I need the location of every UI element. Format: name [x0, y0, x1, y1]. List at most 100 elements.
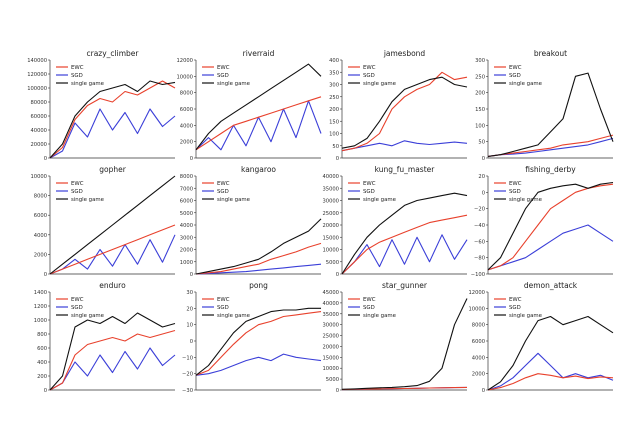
y-tick-label: 10000: [30, 174, 47, 180]
subplot-title: demon_attack: [524, 281, 578, 290]
y-tick-label: −100: [471, 272, 485, 278]
legend-label: single game: [217, 313, 251, 319]
series-line-sgd: [487, 224, 614, 271]
y-tick-label: 1000: [34, 318, 47, 324]
subplot-kung-fu-master: kung_fu_master 0 5000 10000 15000 20000 25000 3…: [322, 165, 468, 278]
y-tick-label: −10: [182, 355, 193, 361]
y-tick-label: −60: [474, 239, 485, 245]
series-line-single-game: [341, 192, 468, 275]
series-line-single-game: [195, 63, 322, 151]
y-tick-label: 5000: [180, 211, 193, 217]
y-tick-label: 0: [482, 190, 485, 196]
y-tick-label: −40: [474, 223, 485, 229]
y-tick-label: 250: [475, 74, 485, 80]
legend-label: EWC: [363, 65, 376, 71]
y-tick-label: 60000: [30, 114, 47, 120]
y-tick-label: 0: [336, 272, 339, 278]
series-line-ewc: [341, 386, 468, 391]
series-line-single-game: [49, 80, 176, 159]
y-tick-label: 45000: [322, 290, 339, 296]
y-tick-label: 20: [186, 306, 193, 312]
y-tick-label: 0: [336, 388, 339, 394]
legend-label: SGD: [71, 189, 83, 195]
legend-label: single game: [363, 197, 397, 203]
y-tick-label: 150: [475, 107, 485, 113]
legend-label: SGD: [509, 189, 521, 195]
series-line-single-game: [341, 76, 468, 149]
subplot-title: enduro: [99, 281, 126, 290]
y-tick-label: 100000: [27, 86, 47, 92]
subplot-title: riverraid: [243, 49, 275, 58]
y-tick-label: 1400: [34, 290, 47, 296]
subplot-title: pong: [249, 281, 268, 290]
y-tick-label: 35000: [322, 312, 339, 318]
subplot-title: fishing_derby: [525, 165, 576, 174]
series-line-sgd: [195, 100, 322, 151]
y-tick-label: 1200: [34, 304, 47, 310]
y-tick-label: 2000: [34, 252, 47, 258]
y-tick-label: 35000: [322, 186, 339, 192]
y-tick-label: 7000: [180, 186, 193, 192]
y-tick-label: 300: [329, 83, 339, 89]
y-tick-label: 0: [336, 156, 339, 162]
y-tick-label: 140000: [27, 58, 47, 64]
y-tick-label: 30: [186, 290, 193, 296]
legend-label: single game: [217, 197, 251, 203]
y-tick-label: 8000: [180, 91, 193, 97]
y-tick-label: 2000: [180, 248, 193, 254]
series-line-ewc: [49, 224, 176, 275]
legend-label: EWC: [217, 181, 230, 187]
y-tick-label: 8000: [34, 194, 47, 200]
y-tick-label: 40000: [322, 174, 339, 180]
subplot-riverraid: riverraid 0 2000 4000 6000 8000 10000 12000 EWC S…: [176, 49, 322, 162]
series-line-single-game: [49, 175, 176, 275]
y-tick-label: 100: [475, 123, 485, 129]
y-tick-label: 20000: [30, 142, 47, 148]
subplot-title: kung_fu_master: [375, 165, 436, 174]
legend-label: EWC: [217, 297, 230, 303]
y-tick-label: 0: [482, 388, 485, 394]
y-tick-label: 2000: [472, 372, 485, 378]
y-tick-label: 10000: [468, 306, 485, 312]
y-tick-label: 10000: [176, 74, 193, 80]
legend-label: SGD: [363, 189, 375, 195]
y-tick-label: 5000: [326, 377, 339, 383]
y-tick-label: 8000: [180, 174, 193, 180]
series-line-single-game: [487, 72, 614, 157]
y-tick-label: −20: [474, 207, 485, 213]
y-tick-label: 0: [190, 156, 193, 162]
y-tick-label: 400: [37, 360, 47, 366]
y-tick-label: 6000: [34, 213, 47, 219]
y-tick-label: 400: [329, 58, 339, 64]
y-tick-label: 300: [475, 58, 485, 64]
legend-label: EWC: [71, 181, 84, 187]
y-tick-label: 2000: [180, 140, 193, 146]
legend-label: single game: [217, 81, 251, 87]
subplot-title: kangaroo: [241, 165, 276, 174]
y-tick-label: −20: [182, 372, 193, 378]
y-tick-label: 50: [332, 144, 339, 150]
y-tick-label: 25000: [322, 211, 339, 217]
series-line-sgd: [341, 140, 468, 152]
legend-label: SGD: [217, 189, 229, 195]
y-tick-label: 10000: [322, 366, 339, 372]
y-tick-label: 20000: [322, 344, 339, 350]
series-line-sgd: [49, 234, 176, 275]
subplot-gopher: gopher 0 2000 4000 6000 8000 10000 EWC SGD single…: [30, 165, 176, 278]
subplot-crazy-climber: crazy_climber 0 20000 40000 60000 80000 100000…: [27, 49, 176, 162]
y-tick-label: 25000: [322, 334, 339, 340]
legend-label: single game: [363, 81, 397, 87]
series-line-single-game: [49, 312, 176, 391]
legend-label: SGD: [363, 305, 375, 311]
y-tick-label: 4000: [472, 355, 485, 361]
y-tick-label: −30: [182, 388, 193, 394]
y-tick-label: 12000: [468, 290, 485, 296]
y-tick-label: 6000: [180, 107, 193, 113]
subplot-star-gunner: star_gunner 0 5000 10000 15000 20000 25000 3000…: [322, 281, 468, 394]
y-tick-label: 10000: [322, 248, 339, 254]
y-tick-label: 30000: [322, 323, 339, 329]
y-tick-label: 20: [478, 174, 485, 180]
series-line-ewc: [195, 311, 322, 376]
legend-label: single game: [71, 313, 105, 319]
series-line-single-game: [341, 298, 468, 390]
